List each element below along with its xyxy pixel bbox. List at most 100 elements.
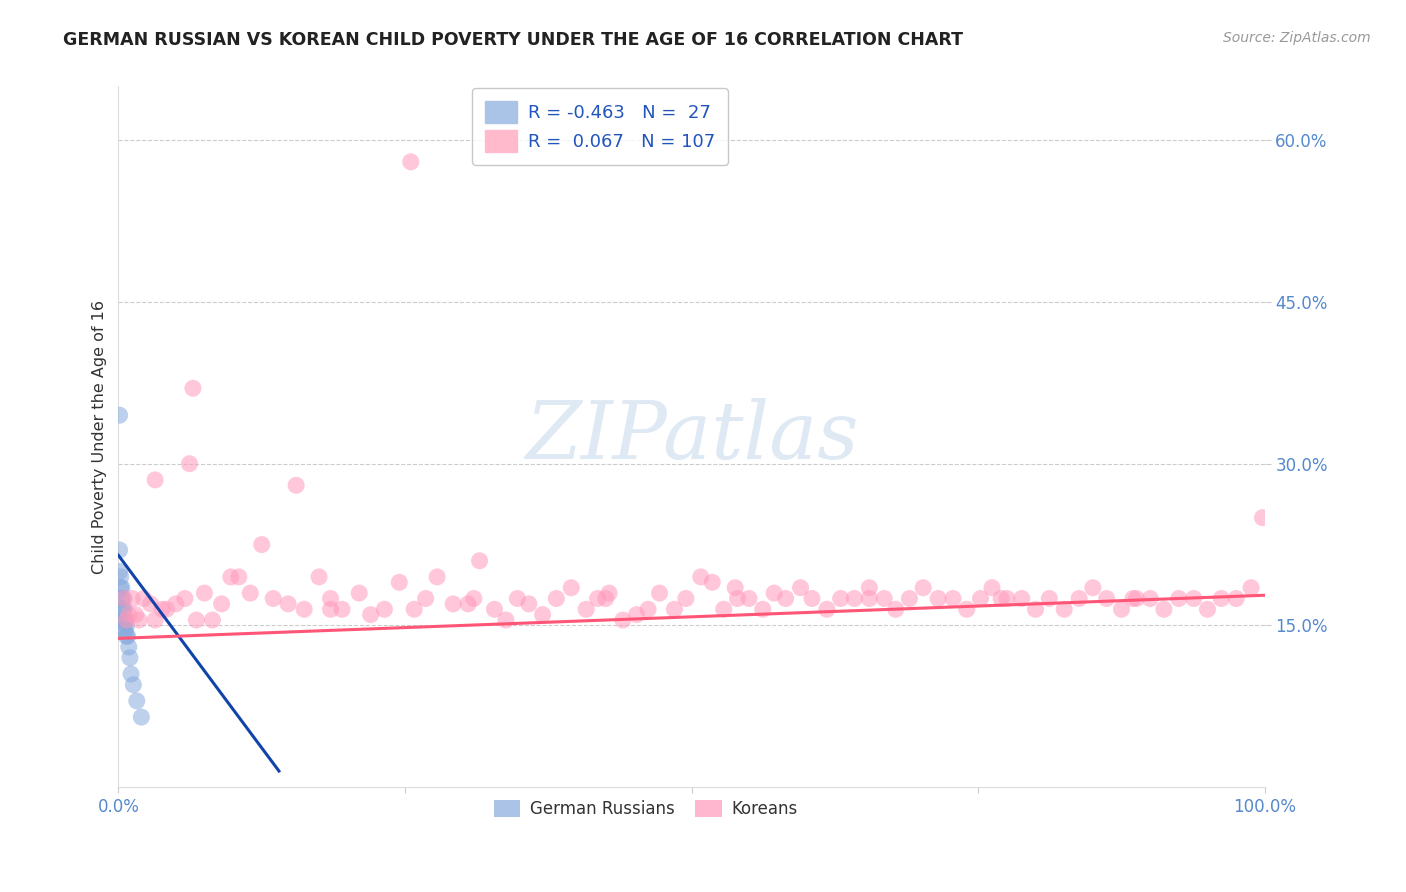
Point: [285, 478, 308, 492]
Point: [898, 591, 921, 606]
Point: [117, 629, 139, 643]
Point: [1011, 591, 1033, 606]
Point: [193, 586, 215, 600]
Point: [124, 607, 146, 622]
Point: [830, 591, 852, 606]
Text: ZIPatlas: ZIPatlas: [524, 398, 859, 475]
Point: [1111, 602, 1133, 616]
Point: [122, 678, 145, 692]
Point: [1067, 591, 1090, 606]
Point: [239, 586, 262, 600]
Point: [111, 613, 134, 627]
Point: [675, 591, 697, 606]
Point: [228, 570, 250, 584]
Point: [115, 629, 138, 643]
Point: [738, 591, 761, 606]
Point: [560, 581, 582, 595]
Point: [702, 575, 724, 590]
Point: [1211, 591, 1233, 606]
Point: [884, 602, 907, 616]
Point: [120, 667, 142, 681]
Point: [118, 640, 141, 654]
Point: [457, 597, 479, 611]
Point: [112, 591, 135, 606]
Point: [150, 602, 173, 616]
Point: [1153, 602, 1175, 616]
Point: [858, 581, 880, 595]
Point: [815, 602, 838, 616]
Point: [415, 591, 437, 606]
Point: [969, 591, 991, 606]
Point: [956, 602, 979, 616]
Point: [426, 570, 449, 584]
Point: [1053, 602, 1076, 616]
Point: [373, 602, 395, 616]
Point: [531, 607, 554, 622]
Point: [118, 650, 141, 665]
Point: [873, 591, 896, 606]
Point: [789, 581, 811, 595]
Point: [981, 581, 1004, 595]
Point: [112, 613, 135, 627]
Point: [763, 586, 786, 600]
Point: [388, 575, 411, 590]
Point: [727, 591, 749, 606]
Point: [347, 586, 370, 600]
Point: [858, 591, 880, 606]
Point: [112, 602, 135, 616]
Point: [110, 591, 132, 606]
Point: [125, 694, 148, 708]
Point: [143, 613, 166, 627]
Point: [724, 581, 747, 595]
Point: [112, 602, 135, 616]
Point: [517, 597, 540, 611]
Point: [598, 586, 620, 600]
Point: [201, 613, 224, 627]
Point: [1081, 581, 1104, 595]
Point: [110, 581, 132, 595]
Point: [927, 591, 949, 606]
Point: [1122, 591, 1144, 606]
Point: [108, 408, 131, 422]
Point: [262, 591, 284, 606]
Point: [165, 597, 187, 611]
Text: Source: ZipAtlas.com: Source: ZipAtlas.com: [1223, 31, 1371, 45]
Point: [995, 591, 1018, 606]
Point: [586, 591, 609, 606]
Point: [219, 570, 242, 584]
Point: [1038, 591, 1060, 606]
Point: [112, 624, 135, 638]
Point: [751, 602, 773, 616]
Point: [114, 613, 136, 627]
Point: [308, 570, 330, 584]
Point: [912, 581, 935, 595]
Point: [1225, 591, 1247, 606]
Point: [115, 613, 138, 627]
Point: [637, 602, 659, 616]
Point: [111, 581, 134, 595]
Point: [292, 602, 315, 616]
Point: [612, 613, 634, 627]
Point: [468, 554, 491, 568]
Point: [546, 591, 568, 606]
Point: [121, 591, 143, 606]
Point: [1240, 581, 1263, 595]
Point: [360, 607, 382, 622]
Point: [277, 597, 299, 611]
Point: [131, 710, 153, 724]
Point: [942, 591, 965, 606]
Text: GERMAN RUSSIAN VS KOREAN CHILD POVERTY UNDER THE AGE OF 16 CORRELATION CHART: GERMAN RUSSIAN VS KOREAN CHILD POVERTY U…: [63, 31, 963, 49]
Point: [112, 591, 135, 606]
Point: [128, 613, 150, 627]
Point: [211, 597, 233, 611]
Point: [495, 613, 517, 627]
Point: [404, 602, 426, 616]
Point: [463, 591, 485, 606]
Point: [1182, 591, 1205, 606]
Point: [775, 591, 797, 606]
Point: [110, 570, 132, 584]
Point: [1025, 602, 1047, 616]
Point: [174, 591, 197, 606]
Point: [143, 473, 166, 487]
Point: [1167, 591, 1189, 606]
